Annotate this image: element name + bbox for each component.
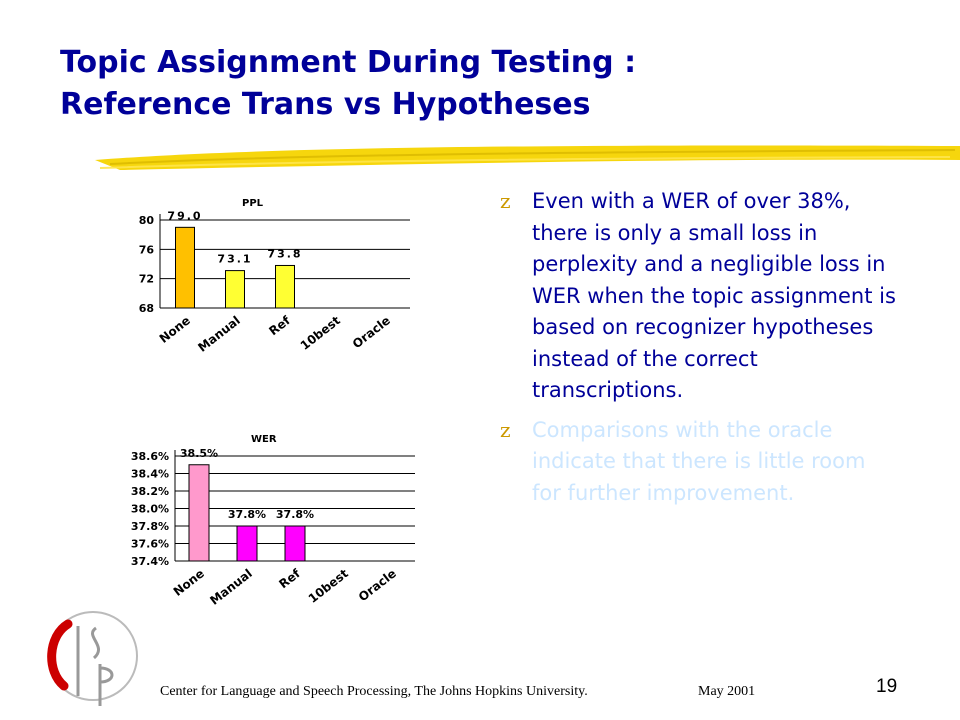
slide-title: Topic Assignment During Testing : Refere… (60, 42, 920, 126)
y-tick-label: 80 (139, 214, 155, 227)
bar (284, 525, 306, 562)
bullet-text: Even with a WER of over 38%, there is on… (532, 189, 896, 402)
y-tick-label: 76 (139, 243, 155, 256)
x-tick-label: 10best (298, 313, 343, 353)
footer-text: Center for Language and Speech Processin… (160, 684, 588, 699)
data-label: 79.0 (167, 209, 202, 222)
x-tick-label: Ref (266, 313, 293, 338)
title-line-1: Topic Assignment During Testing : (60, 45, 637, 80)
y-tick-label: 38.2% (131, 485, 169, 498)
clsp-logo-icon (47, 611, 138, 706)
y-tick-label: 38.0% (131, 503, 169, 516)
bullet-text: Comparisons with the oracle indicate tha… (532, 417, 866, 505)
data-label: 73.1 (217, 253, 252, 266)
y-tick-label: 37.8% (131, 520, 169, 533)
x-tick-label: None (157, 313, 193, 346)
title-line-2: Reference Trans vs Hypotheses (60, 87, 591, 122)
chart-title: WER (251, 434, 277, 445)
wer-chart: WER 38.6% 38.4% 38.2% 38.0% 37.8% 37.6% 37.4% 38… (131, 434, 415, 608)
bullet-list: z Even with a WER of over 38%, there is … (500, 186, 900, 517)
y-tick-label: 68 (139, 302, 154, 315)
data-label: 37.8% (228, 508, 266, 521)
ppl-chart: PPL 80 76 72 68 79.0 None 73.1 Manual 73.8 Ref 10be… (139, 198, 410, 355)
bar (225, 270, 245, 309)
chart-title: PPL (242, 198, 264, 209)
x-tick-label: Oracle (356, 566, 399, 604)
x-tick-label: Manual (207, 566, 255, 607)
x-tick-label: Ref (276, 566, 303, 591)
x-tick-label: Oracle (350, 313, 393, 351)
footer-date: May 2001 (698, 684, 756, 699)
bullet-icon: z (500, 189, 511, 213)
x-tick-label: None (171, 566, 207, 599)
y-tick-label: 38.4% (131, 468, 169, 481)
x-tick-label: 10best (306, 566, 351, 606)
bar (275, 264, 295, 309)
highlighter-stroke (95, 145, 960, 170)
bullet-item: z Comparisons with the oracle indicate t… (500, 415, 900, 510)
bullet-icon: z (500, 417, 511, 442)
bar (188, 464, 210, 562)
y-tick-label: 37.4% (131, 555, 169, 568)
y-tick-label: 37.6% (131, 538, 169, 551)
bullet-item: z Even with a WER of over 38%, there is … (500, 186, 900, 407)
y-tick-label: 38.6% (131, 450, 169, 463)
page-number: 19 (876, 676, 898, 697)
data-label: 73.8 (267, 247, 302, 260)
y-tick-label: 72 (139, 273, 154, 286)
x-tick-label: Manual (195, 313, 243, 354)
data-label: 38.5% (180, 447, 218, 460)
data-label: 37.8% (276, 508, 314, 521)
bar (236, 525, 258, 562)
bar (175, 226, 195, 309)
